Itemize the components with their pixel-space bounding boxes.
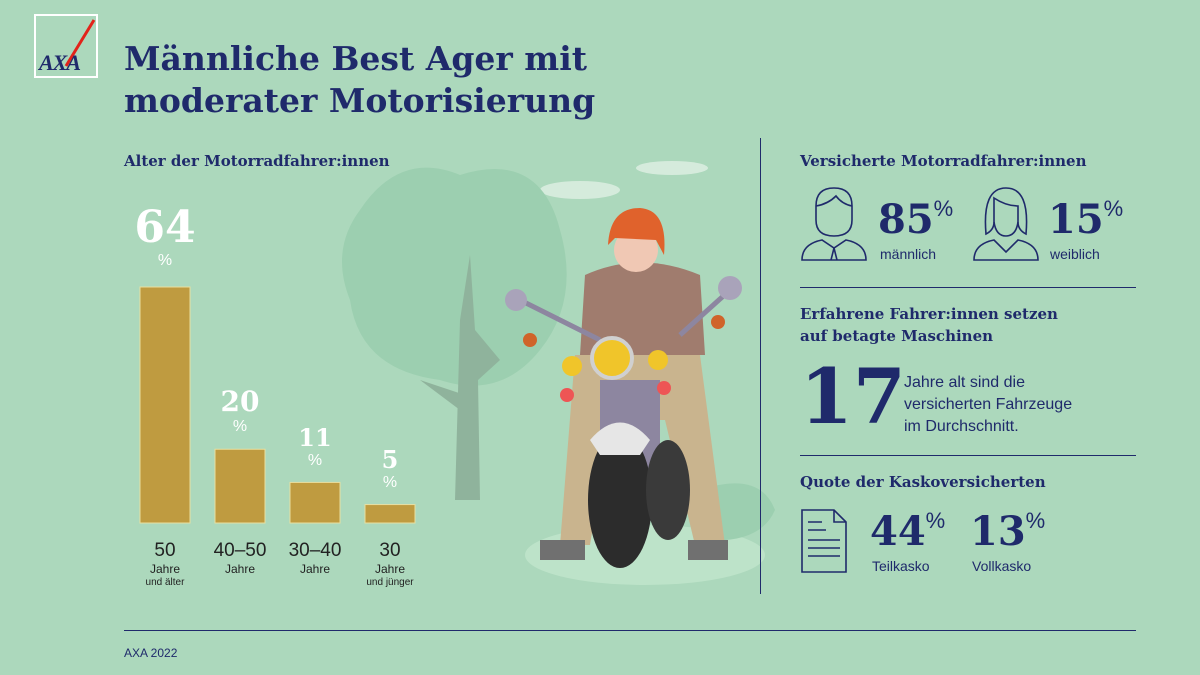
value-unit: % [307,451,323,469]
value-unit: % [157,252,173,270]
bar-50 [139,286,191,524]
divider [800,287,1136,288]
footer-source: AXA 2022 [124,646,178,660]
average-age-value: 17 [800,352,906,441]
tree-icon [342,167,567,500]
value-number: 11 [298,423,332,453]
bar-40–50 [214,448,266,524]
female-percent: 15% [1048,196,1124,243]
value-unit: % [382,473,398,491]
document-icon [801,509,847,573]
average-age-text: Jahre alt sind die versicherten Fahrzeuge… [904,374,1073,435]
cloud-icon [540,161,708,199]
age-vehicles-heading: Erfahrene Fahrer:innen setzen auf betagte… [800,305,1058,345]
chart-title: Alter der Motorradfahrer:innen [124,152,390,170]
value-label: 64% [125,201,205,270]
vertical-divider [760,138,761,594]
value-label: 20% [200,384,280,436]
category-label: 30–40 Jahre [288,540,342,576]
value-number: 64 [134,201,196,253]
value-unit: % [232,417,248,435]
axa-logo: AXA [34,14,98,78]
value-label: 5% [350,445,430,491]
woman-icon [973,187,1039,261]
bar-30 [364,504,416,524]
vollkasko-percent: 13% [970,508,1046,555]
category-label: 30 Jahre und jünger [366,540,414,588]
teilkasko-percent: 44% [870,508,946,555]
gender-heading: Versicherte Motorradfahrer:innen [800,152,1087,170]
male-percent: 85% [878,196,954,243]
male-label: männlich [880,246,937,262]
man-icon [801,187,867,261]
divider [800,455,1136,456]
page-title: Männliche Best Ager mit moderater Motoris… [124,39,596,120]
motorcycle [505,276,742,568]
vollkasko-label: Vollkasko [972,558,1032,574]
value-number: 20 [220,384,260,418]
category-label: 50 Jahre und älter [145,540,185,588]
kasko-heading: Quote der Kaskoversicherten [800,473,1046,491]
category-label: 40–50 Jahre [213,540,267,576]
teilkasko-label: Teilkasko [872,558,930,574]
female-label: weiblich [1050,246,1100,262]
footer-divider [124,630,1136,631]
bar-30–40 [289,481,341,524]
value-label: 11% [275,423,355,469]
age-bar-chart [139,286,416,524]
value-number: 5 [381,445,399,475]
